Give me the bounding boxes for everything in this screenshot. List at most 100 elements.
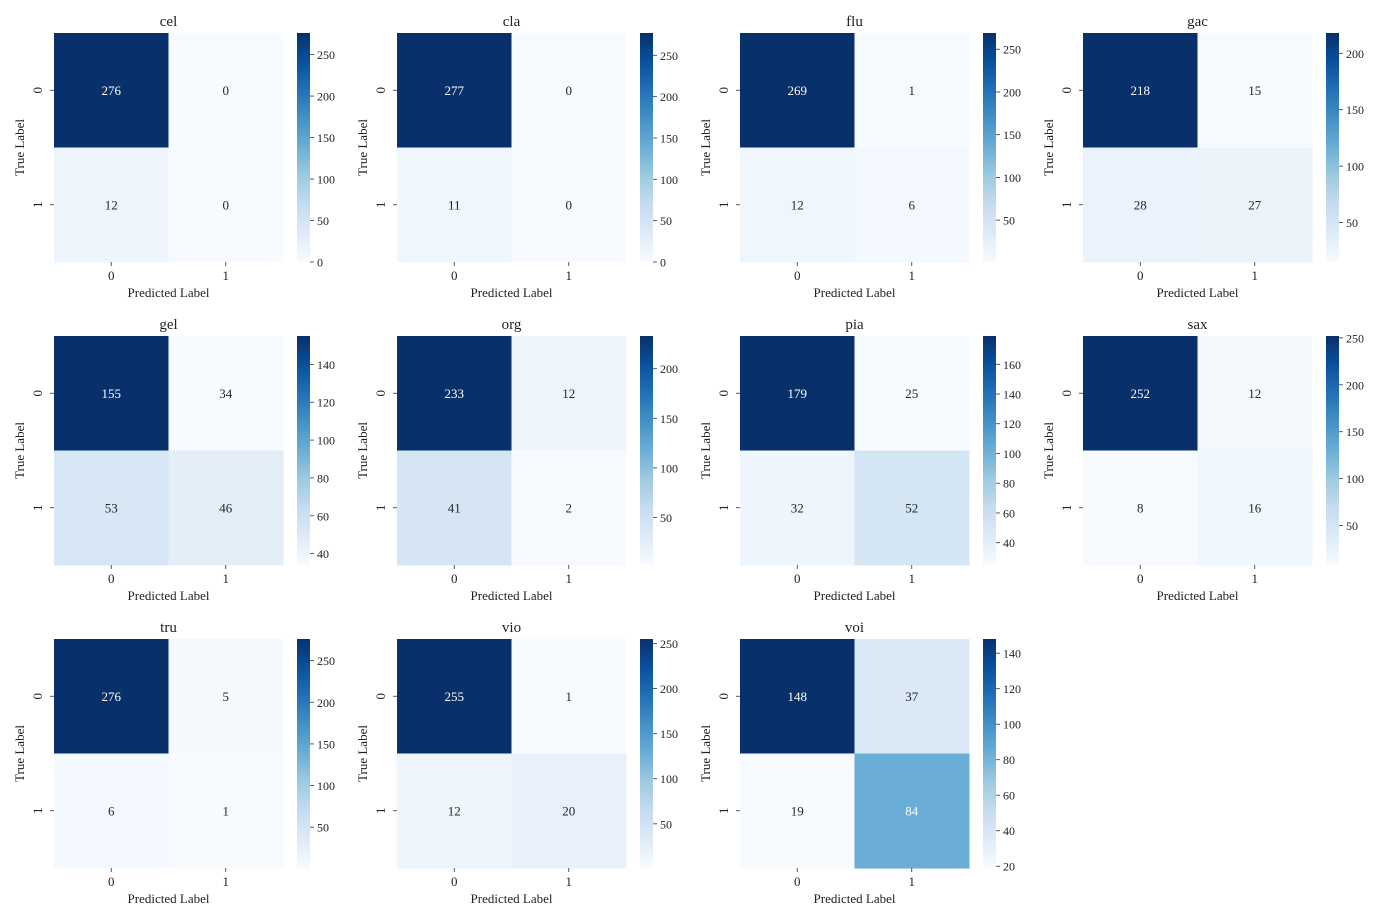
cell-value: 233 [445,386,465,401]
colorbar-tick-label: 140 [1003,387,1021,401]
heatmap-cell [854,336,970,451]
heatmap-cell [854,33,970,148]
cell-value: 53 [105,500,118,515]
colorbar-tick-label: 200 [1346,47,1364,61]
heatmap-cell [397,33,512,148]
colorbar-tick-label: 60 [1003,506,1015,520]
colorbar-tick-label: 200 [1003,85,1021,99]
y-tick-label: 1 [716,505,731,512]
x-tick-label: 1 [566,571,573,586]
colorbar-tick-label: 200 [660,362,678,376]
x-tick-label: 0 [794,268,801,283]
y-axis-label: True Label [698,119,713,176]
colorbar-tick-label: 100 [1346,472,1364,486]
colorbar [640,639,653,868]
colorbar-tick-label: 100 [1003,171,1021,185]
y-tick-label: 1 [373,202,388,209]
cell-value: 32 [791,500,804,515]
x-tick-label: 0 [1137,571,1144,586]
colorbar-tick-label: 250 [1346,331,1364,345]
heatmap-cell [397,450,512,566]
colorbar-tick-label: 100 [317,434,335,448]
colorbar-tick-label: 250 [660,637,678,651]
x-tick-label: 0 [794,571,801,586]
cell-value: 1 [909,83,916,98]
panel-title: vio [502,620,521,636]
heatmap-cell [168,147,284,263]
heatmap-cell [511,450,627,566]
cell-value: 1 [223,803,230,818]
heatmap-cell [54,147,169,263]
cell-value: 11 [448,197,461,212]
heatmap-cell [511,33,627,148]
heatmap-cell [54,450,169,566]
heatmap-cell [397,753,512,869]
heatmap-cell [854,753,970,869]
y-tick-label: 1 [1059,202,1074,209]
colorbar [640,336,653,565]
colorbar-tick-label: 140 [317,358,335,372]
colorbar-tick-label: 100 [660,173,678,187]
y-tick-label: 1 [716,808,731,815]
heatmap-cell [511,147,627,263]
y-tick-label: 1 [30,808,45,815]
cell-value: 155 [102,386,122,401]
colorbar-tick-label: 100 [660,772,678,786]
heatmap-panel-sax: sax 252 12 8 16 0 1 0 1 Predicted Label True Label… [1041,317,1364,603]
colorbar-tick-label: 250 [317,654,335,668]
panel-title: gel [159,317,177,333]
colorbar-tick-label: 250 [660,49,678,63]
heatmap-cell [168,753,284,869]
colorbar-tick-label: 50 [1346,519,1358,533]
colorbar-tick-label: 60 [1003,789,1015,803]
cell-value: 276 [102,83,122,98]
heatmap-cell [740,639,855,754]
cell-value: 28 [1134,197,1147,212]
cell-value: 12 [562,386,575,401]
y-tick-label: 0 [373,693,388,700]
colorbar-tick-label: 100 [317,779,335,793]
x-tick-label: 0 [108,268,115,283]
heatmap-cell [168,639,284,754]
panel-title: cla [503,14,521,30]
colorbar-tick-label: 50 [660,511,672,525]
colorbar-tick-label: 100 [1003,447,1021,461]
heatmap-cell [1197,450,1313,566]
cell-value: 16 [1248,500,1262,515]
x-tick-label: 0 [108,874,115,889]
x-axis-label: Predicted Label [128,285,210,300]
x-axis-label: Predicted Label [1157,588,1239,603]
cell-value: 255 [445,689,465,704]
heatmap-panel-cla: cla 277 0 11 0 0 1 0 1 Predicted Label True Label 0… [355,14,678,300]
heatmap-cell [1083,336,1198,451]
y-axis-label: True Label [355,119,370,176]
colorbar-tick-label: 250 [317,48,335,62]
heatmap-cell [740,147,855,263]
heatmap-cell [511,639,627,754]
colorbar [1326,336,1339,565]
y-tick-label: 0 [30,390,45,397]
x-tick-label: 0 [108,571,115,586]
colorbar-tick-label: 150 [660,727,678,741]
y-tick-label: 1 [716,202,731,209]
heatmap-cell [397,336,512,451]
colorbar-tick-label: 200 [1346,378,1364,392]
cell-value: 6 [909,197,916,212]
x-tick-label: 0 [451,874,458,889]
colorbar-tick-label: 40 [1003,536,1015,550]
heatmap-cell [1083,450,1198,566]
heatmap-cell [54,33,169,148]
y-tick-label: 1 [373,505,388,512]
colorbar-tick-label: 50 [660,817,672,831]
x-axis-label: Predicted Label [128,891,210,906]
colorbar [297,33,310,262]
heatmap-cell [1083,147,1198,263]
x-axis-label: Predicted Label [814,588,896,603]
colorbar-tick-label: 250 [1003,43,1021,57]
colorbar [983,639,996,868]
colorbar-tick-label: 0 [317,256,323,270]
cell-value: 179 [788,386,808,401]
x-tick-label: 0 [1137,268,1144,283]
cell-value: 84 [905,803,919,818]
y-tick-label: 0 [716,87,731,94]
